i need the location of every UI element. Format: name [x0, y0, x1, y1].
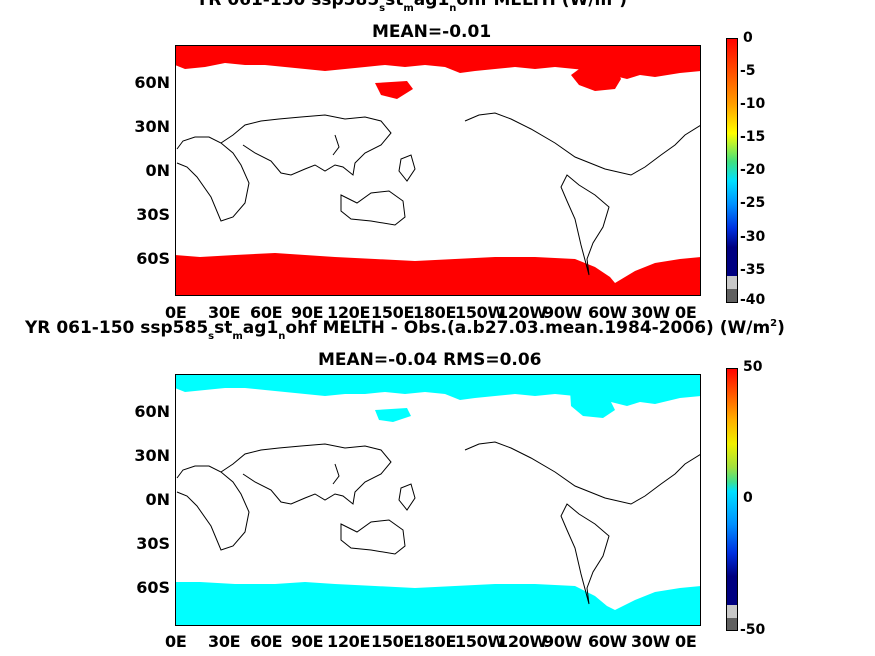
panel1-ytick: 30S — [136, 205, 170, 224]
panel1-xtick: 150W — [455, 303, 505, 322]
panel1-ytick: 60N — [134, 73, 170, 92]
panel1-cb-tick: -35 — [740, 262, 766, 278]
panel1-arctic-field — [175, 45, 701, 99]
panel2-xtick: 30W — [631, 632, 671, 651]
panel2-map — [175, 374, 701, 626]
panel1-antarctic-field — [175, 253, 701, 296]
panel1-cb-tick: -30 — [740, 229, 766, 245]
panel2-xtick: 0E — [675, 632, 697, 651]
panel1-cb-tick: 0 — [743, 30, 753, 46]
panel1-cb-tick: -5 — [740, 63, 756, 79]
panel1-xtick: 150E — [371, 303, 415, 322]
panel1-cb-tick: -10 — [740, 96, 766, 112]
panel1-xtick: 0E — [165, 303, 187, 322]
panel2-xtick: 90E — [291, 632, 324, 651]
panel1-xtick: 120E — [327, 303, 371, 322]
panel2-xtick: 0E — [165, 632, 187, 651]
panel2-cb-tick: 0 — [743, 490, 753, 506]
panel2-xtick: 60W — [588, 632, 628, 651]
panel1-ytick: 0N — [145, 161, 170, 180]
panel1-xtick: 90E — [291, 303, 324, 322]
panel2-ytick: 30S — [136, 534, 170, 553]
panel1-title: YR 061-150 ssp585sstmag1nohf MELTH (W/m2… — [196, 0, 627, 14]
panel2-xtick: 90W — [543, 632, 583, 651]
panel1-map — [175, 45, 701, 296]
panel2-cb-tick: -50 — [740, 622, 766, 638]
panel2-xtick: 60E — [250, 632, 283, 651]
panel2-ytick: 60S — [136, 578, 170, 597]
panel1-cb-tick: -40 — [740, 292, 766, 308]
panel1-xtick: 30W — [631, 303, 671, 322]
panel1-ytick: 60S — [136, 249, 170, 268]
panel2-title: YR 061-150 ssp585sstmag1nohf MELTH - Obs… — [25, 318, 785, 342]
panel2-antarctic-field — [175, 582, 701, 626]
panel1-xtick: 120W — [497, 303, 547, 322]
panel2-xtick: 150E — [371, 632, 415, 651]
panel1-xtick: 90W — [543, 303, 583, 322]
panel2-xtick: 120W — [497, 632, 547, 651]
panel2-colorbar — [726, 368, 738, 631]
panel2-cb-tick: 50 — [743, 359, 763, 375]
panel1-cb-tick: -20 — [740, 162, 766, 178]
panel2-xtick: 30E — [208, 632, 241, 651]
panel2-xticks: 0E 30E 60E 90E 120E 150E 180E 150W 120W … — [0, 632, 875, 652]
panel1-ytick: 30N — [134, 117, 170, 136]
panel2-subtitle: MEAN=-0.04 RMS=0.06 — [318, 350, 542, 370]
panel1-cb-tick: -25 — [740, 195, 766, 211]
panel1-coastlines — [176, 112, 701, 276]
panel1-xtick: 0E — [675, 303, 697, 322]
panel2-xtick: 120E — [327, 632, 371, 651]
panel1-xtick: 60W — [588, 303, 628, 322]
panel1-xticks: 0E 30E 60E 90E 120E 150E 180E 150W 120W … — [0, 303, 875, 323]
panel1-xtick: 60E — [250, 303, 283, 322]
panel2-ytick: 30N — [134, 446, 170, 465]
panel2-xtick: 180E — [413, 632, 457, 651]
panel1-xtick: 30E — [208, 303, 241, 322]
panel1-cb-tick: -15 — [740, 129, 766, 145]
panel2-ytick: 60N — [134, 402, 170, 421]
panel1-colorbar — [726, 38, 738, 303]
panel2-xtick: 150W — [455, 632, 505, 651]
panel2-ytick: 0N — [145, 490, 170, 509]
panel2-coastlines — [176, 441, 701, 605]
panel1-subtitle: MEAN=-0.01 — [372, 22, 492, 42]
panel1-xtick: 180E — [413, 303, 457, 322]
panel2-arctic-field — [175, 374, 701, 422]
